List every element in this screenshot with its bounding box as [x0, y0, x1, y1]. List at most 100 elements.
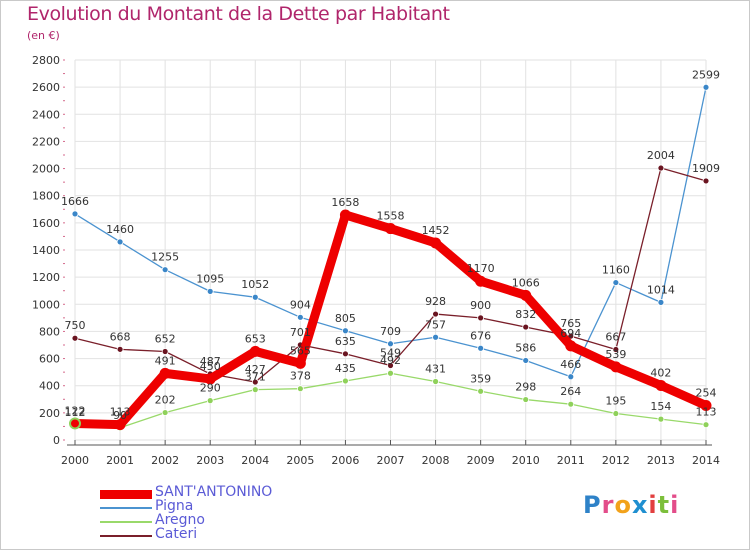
- proxiti-logo: Proxiti: [583, 491, 680, 519]
- y-tick-label: 2600: [32, 81, 60, 94]
- data-label: 1014: [647, 283, 675, 296]
- data-point: [430, 237, 442, 249]
- data-label: 653: [245, 332, 266, 345]
- legend-label: SANT'ANTONINO: [155, 484, 273, 500]
- data-label: 832: [515, 308, 536, 321]
- y-tick-label: 2200: [32, 135, 60, 148]
- x-tick-label: 2009: [467, 454, 495, 467]
- data-point: [432, 310, 439, 318]
- data-label: 1170: [467, 262, 495, 275]
- x-tick-label: 2006: [331, 454, 359, 467]
- data-label: 2599: [692, 68, 720, 81]
- x-tick-label: 2012: [602, 454, 630, 467]
- data-point: [342, 350, 349, 358]
- data-label: 154: [650, 400, 671, 413]
- data-label: 565: [290, 344, 311, 357]
- data-point: [161, 409, 169, 416]
- y-tick-label: 2800: [32, 54, 60, 67]
- data-label: 378: [290, 370, 311, 383]
- legend-swatch: [100, 489, 152, 499]
- legend-label: Pigna: [155, 498, 194, 514]
- data-point: [477, 387, 485, 395]
- data-label: 900: [470, 299, 491, 312]
- data-label: 1095: [196, 272, 224, 285]
- data-point: [204, 373, 216, 385]
- y-tick-label: 0: [53, 434, 60, 447]
- legend-label: Cateri: [155, 526, 198, 542]
- data-label: 466: [560, 358, 581, 371]
- data-point: [387, 362, 394, 369]
- data-label: 757: [425, 318, 446, 331]
- data-label: 928: [425, 295, 446, 308]
- x-tick-label: 2013: [647, 454, 675, 467]
- data-point: [702, 177, 710, 185]
- y-tick-label: 1000: [32, 298, 60, 311]
- y-tick-label: 1800: [32, 190, 60, 203]
- data-label: 254: [696, 387, 717, 400]
- data-label: 765: [560, 317, 581, 330]
- data-label: 701: [290, 326, 311, 339]
- legend-label: Aregno: [155, 512, 205, 528]
- data-point: [657, 415, 665, 423]
- data-label: 1255: [151, 251, 179, 264]
- data-label: 202: [155, 394, 176, 407]
- data-point: [342, 327, 349, 335]
- data-label: 264: [560, 385, 581, 398]
- data-point: [655, 379, 667, 391]
- data-label: 539: [605, 348, 626, 361]
- data-label: 1666: [61, 195, 89, 208]
- data-label: 676: [470, 329, 491, 342]
- chart-title: Evolution du Montant de la Dette par Hab…: [27, 3, 450, 25]
- y-tick-label: 200: [39, 407, 60, 420]
- data-point: [339, 209, 351, 221]
- data-point: [296, 385, 304, 393]
- x-tick-label: 2004: [241, 454, 269, 467]
- y-tick-label: 800: [39, 325, 60, 338]
- data-label: 668: [110, 330, 131, 343]
- data-label: 549: [380, 346, 401, 359]
- data-point: [657, 164, 665, 172]
- data-label: 709: [380, 325, 401, 338]
- data-label: 112: [65, 406, 86, 419]
- data-label: 402: [650, 366, 671, 379]
- data-point: [206, 287, 214, 295]
- data-point: [251, 386, 259, 394]
- data-label: 90: [113, 409, 127, 422]
- data-point: [116, 238, 124, 246]
- data-point: [475, 275, 487, 287]
- data-label: 1160: [602, 264, 630, 277]
- legend-swatch: [100, 507, 152, 509]
- data-label: 290: [200, 382, 221, 395]
- data-point: [657, 298, 665, 306]
- data-label: 1558: [377, 210, 405, 223]
- data-label: 652: [155, 333, 176, 346]
- y-tick-label: 2400: [32, 108, 60, 121]
- data-point: [342, 377, 349, 385]
- data-point: [700, 400, 712, 412]
- data-label: 450: [200, 360, 221, 373]
- data-point: [114, 419, 126, 431]
- x-tick-label: 2001: [106, 454, 134, 467]
- data-point: [567, 400, 575, 408]
- y-tick-label: 2000: [32, 163, 60, 176]
- unit-label: (en €): [27, 29, 60, 42]
- data-point: [387, 340, 394, 348]
- y-tick-label: 1400: [32, 244, 60, 257]
- data-point: [522, 323, 530, 331]
- data-label: 586: [515, 341, 536, 354]
- data-point: [522, 357, 530, 364]
- data-point: [522, 396, 530, 403]
- data-label: 359: [470, 372, 491, 385]
- data-label: 371: [245, 371, 266, 384]
- x-tick-label: 2003: [196, 454, 224, 467]
- x-tick-label: 2010: [512, 454, 540, 467]
- data-point: [71, 210, 79, 218]
- data-label: 122: [65, 404, 86, 417]
- legend-swatch: [100, 535, 152, 537]
- data-point: [567, 373, 575, 381]
- data-point: [161, 348, 169, 355]
- data-label: 298: [515, 381, 536, 394]
- data-labels: 1666 1460 1255 1095 1052 904 805 709 757 676 586 46…: [61, 68, 720, 422]
- data-label: 667: [605, 330, 626, 343]
